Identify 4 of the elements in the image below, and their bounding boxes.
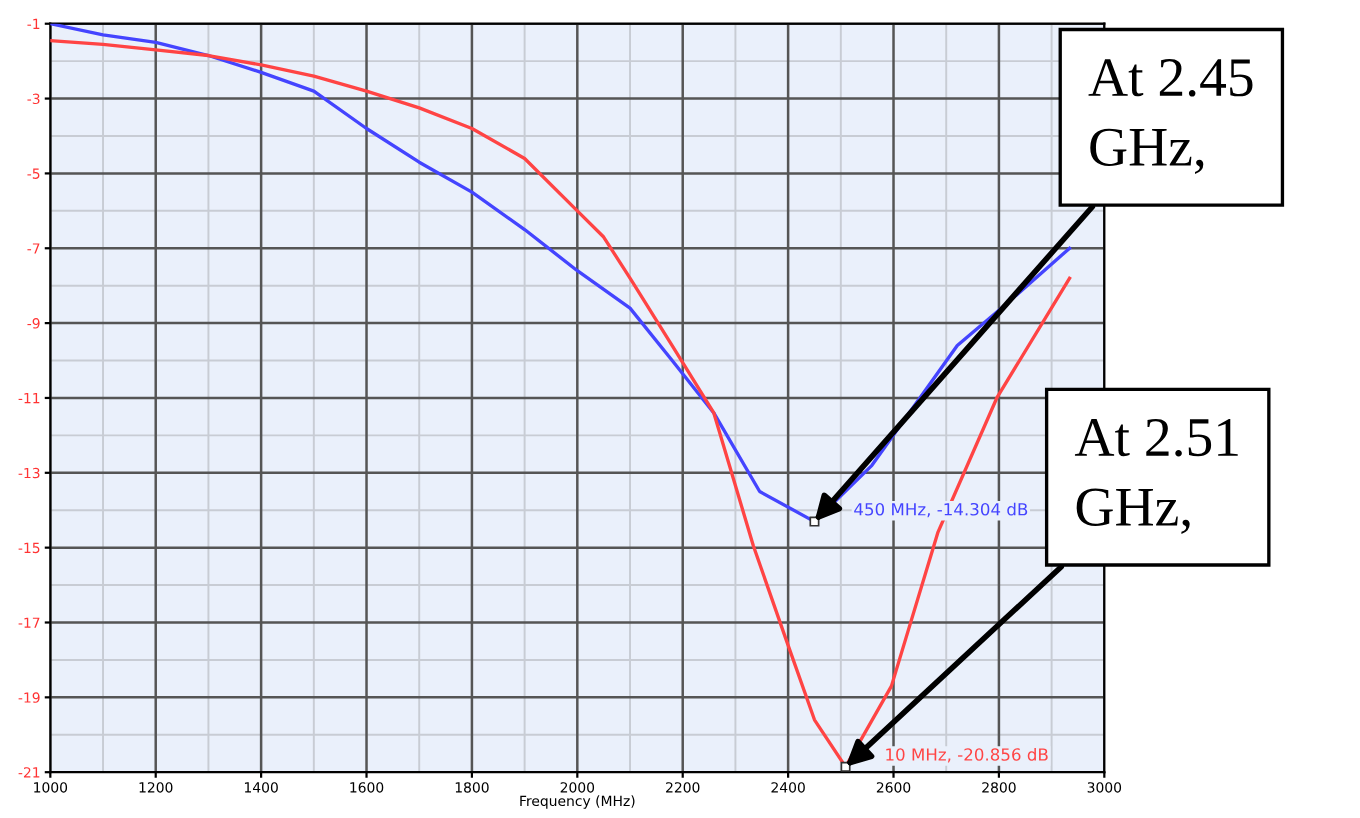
annotation: 10 MHz, -20.856 dB <box>886 747 1048 763</box>
annotation: 450 MHz, -14.304 dB <box>854 502 1028 518</box>
annotation: At 2.45 GHz, <box>1088 59 1253 175</box>
annotation: At 2.51 GHz, <box>1074 418 1238 534</box>
